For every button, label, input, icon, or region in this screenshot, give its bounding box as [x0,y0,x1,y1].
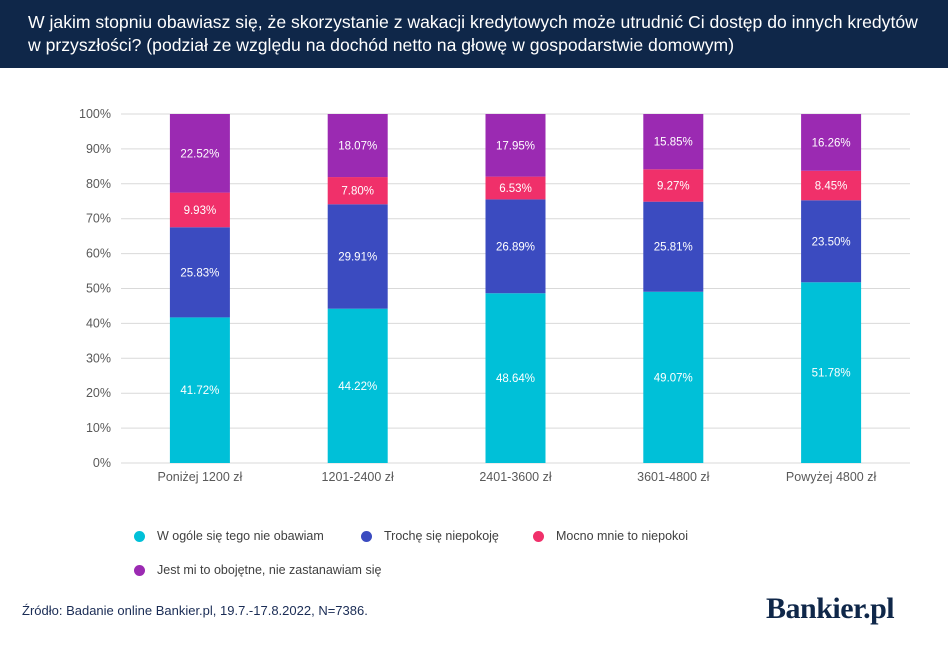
data-label: 23.50% [812,236,851,248]
data-label: 48.64% [496,373,535,385]
y-tick-label: 20% [86,386,111,400]
data-label: 26.89% [496,241,535,253]
data-label: 25.81% [654,242,693,254]
bar-segment [485,293,546,463]
legend-marker [361,530,372,542]
bar-segment [801,170,862,201]
bar-segment [643,114,704,170]
data-label: 22.52% [180,148,219,160]
x-tick-label: 1201-2400 zł [322,470,395,484]
data-label: 29.91% [338,251,377,263]
bar-segment [169,227,230,318]
data-label: 8.45% [815,181,848,193]
data-label: 16.26% [812,137,851,149]
x-tick-label: Poniżej 1200 zł [158,470,243,484]
y-tick-label: 40% [86,316,111,330]
data-label: 49.07% [654,372,693,384]
legend-item-2: Mocno mnie to niepokoi [533,529,688,543]
header-bar: W jakim stopniu obawiasz się, że skorzys… [0,0,948,68]
bar-segment [169,317,230,463]
legend-marker [134,530,145,542]
data-label: 9.93% [184,205,217,217]
y-tick-label: 70% [86,212,111,226]
x-tick-label: Powyżej 4800 zł [786,470,877,484]
legend-item-0: W ogóle się tego nie obawiam [134,529,324,543]
source-note: Źródło: Badanie online Bankier.pl, 19.7.… [22,603,368,618]
bar-segment [169,192,230,228]
y-tick-label: 80% [86,177,111,191]
bar-segment [169,114,230,193]
legend-item-3: Jest mi to obojętne, nie zastanawiam się [134,563,381,577]
data-label: 6.53% [499,183,532,195]
bar-segment [643,201,704,292]
y-tick-label: 60% [86,247,111,261]
x-tick-label: 2401-3600 zł [479,470,552,484]
y-tick-label: 50% [86,282,111,296]
bar-segment [327,204,388,309]
data-label: 41.72% [180,385,219,397]
legend-label: Trochę się niepokoję [384,529,499,543]
bar-segment [327,177,388,205]
y-tick-label: 10% [86,421,111,435]
bar-segment [643,169,704,202]
legend-item-1: Trochę się niepokoję [361,529,499,543]
brand-logo: Bankier.pl [766,592,895,625]
y-tick-label: 30% [86,351,111,365]
data-label: 44.22% [338,381,377,393]
data-label: 7.80% [341,186,374,198]
legend-marker [533,530,544,542]
bar-segment [485,176,546,200]
bar-segment [327,308,388,463]
bar-segment [485,113,546,177]
bar-segment [643,291,704,463]
data-label: 17.95% [496,140,535,152]
chart-title: W jakim stopniu obawiasz się, że skorzys… [28,12,918,55]
bar-segment [801,114,862,171]
data-label: 18.07% [338,141,377,153]
bar-segment [485,199,546,294]
data-label: 15.85% [654,137,693,149]
bar-segment [801,200,862,283]
data-label: 25.83% [180,267,219,279]
x-tick-label: 3601-4800 zł [637,470,710,484]
bar-segment [327,114,388,178]
legend-label: Mocno mnie to niepokoi [556,529,689,543]
y-tick-label: 0% [93,456,111,470]
y-tick-label: 100% [79,107,111,121]
legend-label: W ogóle się tego nie obawiam [157,529,324,543]
data-label: 9.27% [657,180,690,192]
data-label: 51.78% [812,368,851,380]
legend-label: Jest mi to obojętne, nie zastanawiam się [157,563,382,577]
y-tick-label: 90% [86,142,111,156]
legend-marker [134,564,145,576]
bar-segment [801,282,862,463]
